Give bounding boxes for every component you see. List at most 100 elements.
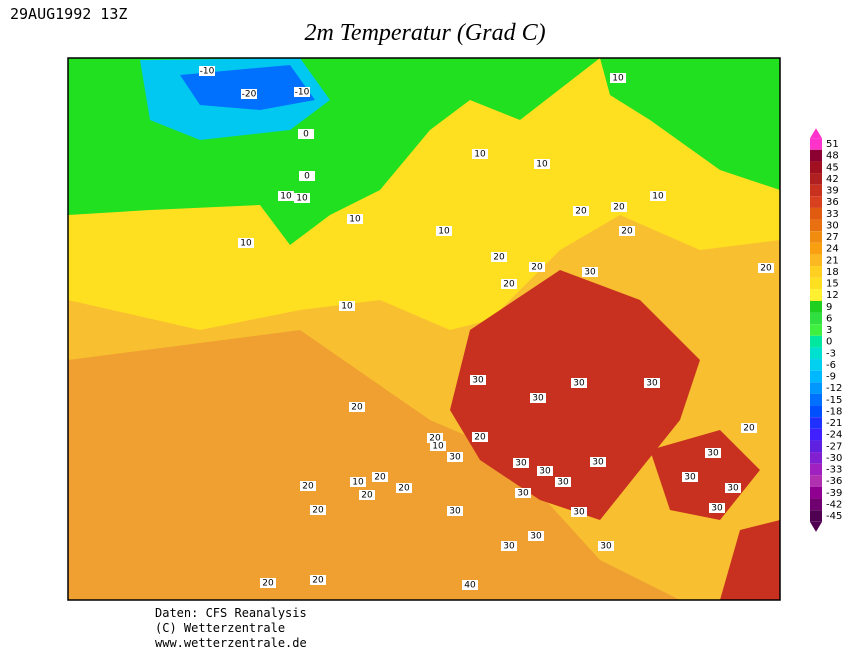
contour-label: 20 <box>493 253 505 263</box>
colorbar-label: 45 <box>826 162 839 173</box>
colorbar-label: 21 <box>826 255 839 266</box>
colorbar-label: 18 <box>826 267 839 278</box>
contour-label: -20 <box>242 90 257 100</box>
contour-label-box <box>447 506 463 516</box>
colorbar-swatch <box>810 382 822 394</box>
colorbar-swatch <box>810 300 822 313</box>
contour-label-box <box>427 433 443 443</box>
colorbar-swatch <box>810 463 822 476</box>
contour-label: 10 <box>612 74 624 84</box>
contour-label-box <box>436 226 452 236</box>
colorbar-label: 33 <box>826 209 839 220</box>
contour-label: 20 <box>613 203 625 213</box>
contour-label: 0 <box>303 130 309 140</box>
colorbar-label: 24 <box>826 244 839 255</box>
contour-label: 10 <box>432 442 444 452</box>
colorbar-label: 27 <box>826 232 839 243</box>
colorbar-swatch <box>810 277 822 290</box>
colorbar-label: -18 <box>826 406 842 417</box>
contour-label: 20 <box>429 434 441 444</box>
contour-label-box <box>537 466 553 476</box>
contour-label: 10 <box>652 192 664 202</box>
colorbar-label: 42 <box>826 174 839 185</box>
contour-label: 30 <box>472 376 484 386</box>
field-green-east <box>600 58 780 190</box>
field-red-se <box>720 520 780 600</box>
colorbar-swatch <box>810 486 822 499</box>
contour-label-box <box>294 193 310 203</box>
colorbar-label: -45 <box>826 511 842 522</box>
contour-label-box <box>705 448 721 458</box>
contour-label-box <box>590 457 606 467</box>
map-frame <box>67 57 781 601</box>
contour-label-box <box>725 483 741 493</box>
colorbar-swatch <box>810 161 822 174</box>
colorbar-swatch <box>810 254 822 267</box>
contour-label: 20 <box>312 506 324 516</box>
colorbar-swatch <box>810 184 822 197</box>
colorbar: 51484542393633302724211815129630-3-6-9-1… <box>810 128 842 532</box>
contour-label-box <box>470 375 486 385</box>
colorbar-swatch <box>810 405 822 418</box>
contour-label: 20 <box>398 484 410 494</box>
colorbar-label: 48 <box>826 151 839 162</box>
colorbar-label: 9 <box>826 302 832 313</box>
contour-label: 20 <box>575 207 587 217</box>
contour-label-box <box>294 87 310 97</box>
temperature-field <box>68 58 780 600</box>
contour-label: 10 <box>536 160 548 170</box>
contour-label: 20 <box>361 491 373 501</box>
field-red <box>450 270 700 520</box>
contour-label-box <box>515 488 531 498</box>
contour-label-box <box>396 483 412 493</box>
contour-label-box <box>571 378 587 388</box>
contour-label: 10 <box>280 192 292 202</box>
contour-label-box <box>709 503 725 513</box>
contour-label-box <box>372 472 388 482</box>
colorbar-swatch <box>810 242 822 255</box>
contour-label: 30 <box>584 268 596 278</box>
contour-label: 10 <box>352 478 364 488</box>
colorbar-swatch <box>810 498 822 511</box>
contour-label-box <box>582 267 598 277</box>
colorbar-label: -15 <box>826 395 842 406</box>
contour-label-box <box>611 202 627 212</box>
contour-label: 20 <box>743 424 755 434</box>
contour-label-box <box>472 432 488 442</box>
field-blue <box>180 65 315 110</box>
colorbar-swatch <box>810 312 822 325</box>
colorbar-swatch <box>810 231 822 243</box>
contour-label: 20 <box>760 264 772 274</box>
colorbar-label: 15 <box>826 279 839 290</box>
contour-label-box <box>347 214 363 224</box>
colorbar-swatch <box>810 196 822 208</box>
colorbar-swatch <box>810 324 822 336</box>
colorbar-swatch <box>810 440 822 453</box>
contour-label: 30 <box>684 473 696 483</box>
contour-label: 20 <box>374 473 386 483</box>
colorbar-swatch <box>810 335 822 348</box>
contour-label-box <box>598 541 614 551</box>
footer-line: www.wetterzentrale.de <box>155 636 307 650</box>
contour-label-box <box>238 238 254 248</box>
colorbar-arrow-top <box>810 128 822 139</box>
contour-label-box <box>430 441 446 451</box>
colorbar-swatch <box>810 510 822 522</box>
contour-label: 30 <box>517 489 529 499</box>
contour-label-box <box>571 507 587 517</box>
contour-label: 10 <box>349 215 361 225</box>
colorbar-swatch <box>810 266 822 278</box>
contour-label: 30 <box>727 484 739 494</box>
contour-label-box <box>491 252 507 262</box>
contour-label-box <box>447 452 463 462</box>
colorbar-label: -33 <box>826 465 842 476</box>
contour-label: 30 <box>449 507 461 517</box>
contour-label: 20 <box>351 403 363 413</box>
colorbar-label: 0 <box>826 337 832 348</box>
colorbar-label: -6 <box>826 360 836 371</box>
colorbar-label: 12 <box>826 290 839 301</box>
contour-label-box <box>472 149 488 159</box>
